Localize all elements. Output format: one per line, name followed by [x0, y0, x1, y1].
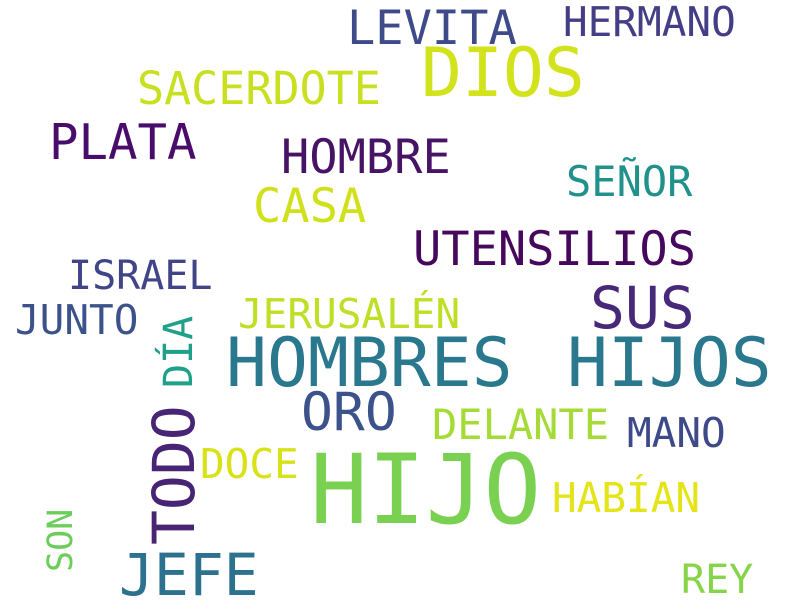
word-doce: DOCE — [200, 440, 299, 488]
word-oro: ORO — [301, 382, 397, 443]
word-casa: CASA — [253, 179, 367, 234]
word-dios: DIOS — [421, 34, 585, 113]
word-delante: DELANTE — [432, 400, 610, 449]
word-jerusalen: JERUSALÉN — [238, 290, 461, 338]
word-plata: PLATA — [49, 114, 197, 171]
word-todo: TODO — [140, 405, 208, 545]
word-utensilios: UTENSILIOS — [413, 222, 696, 277]
word-sacerdote: SACERDOTE — [137, 62, 381, 115]
word-hermano: HERMANO — [563, 0, 736, 46]
word-levita: LEVITA — [347, 1, 517, 56]
word-junto: JUNTO — [15, 296, 139, 344]
word-hombre: HOMBRE — [281, 130, 451, 185]
word-senor: SEÑOR — [566, 157, 693, 206]
word-sus: SUS — [590, 274, 695, 342]
word-son: SON — [41, 508, 81, 572]
word-hombres: HOMBRES — [226, 324, 513, 403]
word-mano: MANO — [627, 409, 726, 457]
word-jefe: JEFE — [119, 541, 259, 609]
word-rey: REY — [681, 557, 754, 603]
word-israel: ISRAEL — [68, 253, 213, 299]
word-habian: HABÍAN — [552, 474, 701, 522]
word-hijo: HIJO — [310, 434, 542, 546]
word-hijos: HIJOS — [567, 324, 772, 403]
word-dia: DÍA — [156, 315, 202, 388]
